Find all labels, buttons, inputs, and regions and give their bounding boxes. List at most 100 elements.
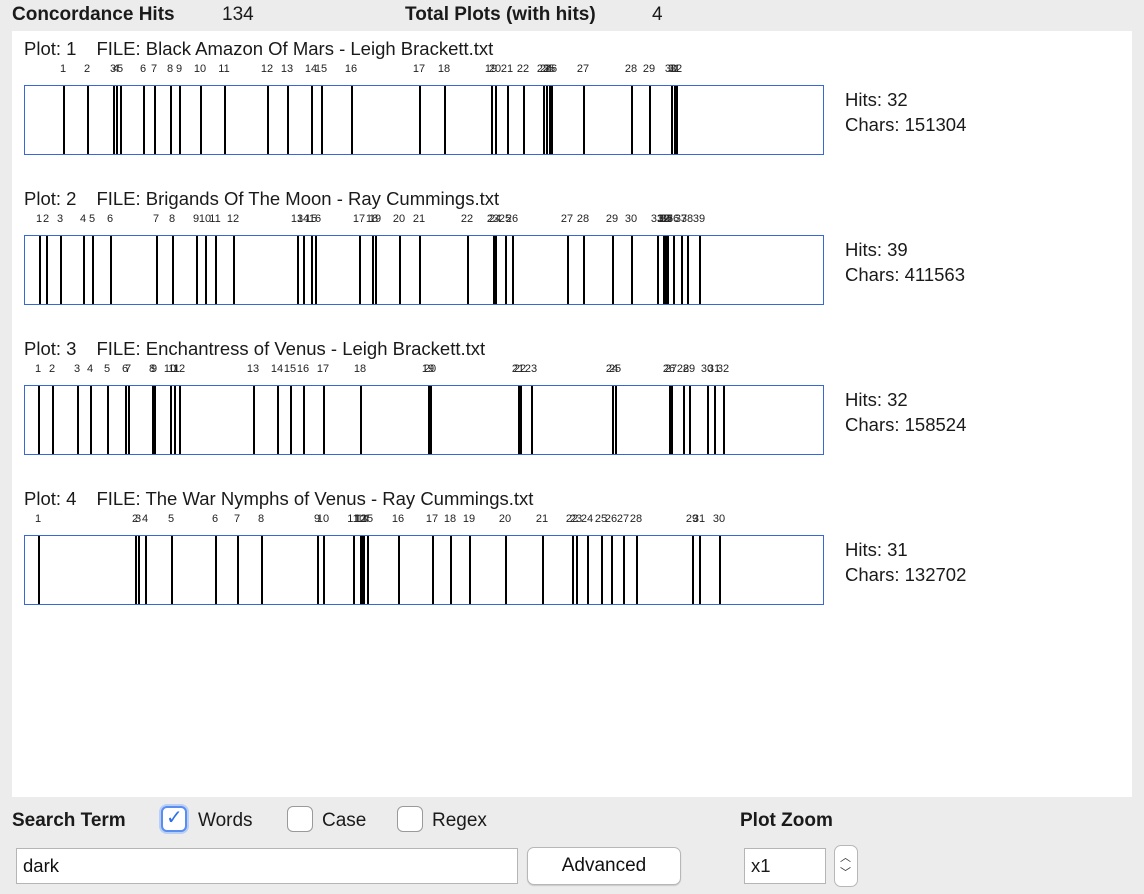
hit-line[interactable] (450, 536, 452, 604)
hit-line[interactable] (125, 386, 127, 454)
hit-line[interactable] (692, 536, 694, 604)
hit-line[interactable] (367, 536, 369, 604)
hit-line[interactable] (60, 236, 62, 304)
hit-line[interactable] (233, 236, 235, 304)
hit-line[interactable] (113, 86, 115, 154)
hit-line[interactable] (38, 386, 40, 454)
hit-line[interactable] (507, 86, 509, 154)
hit-line[interactable] (671, 86, 673, 154)
hit-line[interactable] (612, 236, 614, 304)
hit-line[interactable] (77, 386, 79, 454)
hit-line[interactable] (495, 86, 497, 154)
hit-line[interactable] (546, 86, 548, 154)
hit-line[interactable] (549, 86, 551, 154)
hit-line[interactable] (152, 386, 154, 454)
hit-line[interactable] (196, 236, 198, 304)
hit-line[interactable] (359, 236, 361, 304)
hit-line[interactable] (110, 236, 112, 304)
chevron-up-icon[interactable]: ︿ (840, 852, 851, 864)
hit-line[interactable] (699, 536, 701, 604)
search-input[interactable] (16, 848, 518, 884)
hit-line[interactable] (179, 386, 181, 454)
hit-line[interactable] (667, 236, 669, 304)
regex-label[interactable]: Regex (432, 810, 487, 831)
hit-line[interactable] (543, 86, 545, 154)
hit-line[interactable] (673, 236, 675, 304)
hit-line[interactable] (520, 386, 522, 454)
hit-line[interactable] (723, 386, 725, 454)
chevron-down-icon[interactable]: ﹀ (840, 867, 851, 879)
plot-zoom-field[interactable]: x1 (744, 848, 826, 884)
hit-line[interactable] (495, 236, 497, 304)
plot-panel[interactable]: Plot: 1 FILE: Black Amazon Of Mars - Leig… (12, 31, 1132, 797)
hit-line[interactable] (116, 86, 118, 154)
hit-line[interactable] (63, 86, 65, 154)
hit-line[interactable] (303, 386, 305, 454)
hit-line[interactable] (664, 236, 666, 304)
hit-line[interactable] (52, 386, 54, 454)
hit-line[interactable] (699, 236, 701, 304)
hit-line[interactable] (321, 86, 323, 154)
advanced-button[interactable]: Advanced (527, 847, 681, 885)
hit-line[interactable] (171, 536, 173, 604)
hit-line[interactable] (681, 236, 683, 304)
hit-line[interactable] (674, 86, 676, 154)
hit-line[interactable] (174, 386, 176, 454)
hit-line[interactable] (428, 386, 430, 454)
hit-line[interactable] (657, 236, 659, 304)
hit-line[interactable] (363, 536, 365, 604)
hit-line[interactable] (419, 86, 421, 154)
hit-line[interactable] (360, 386, 362, 454)
hit-line[interactable] (505, 236, 507, 304)
hit-line[interactable] (430, 386, 432, 454)
hit-line[interactable] (512, 236, 514, 304)
hit-line[interactable] (669, 386, 671, 454)
hit-line[interactable] (138, 536, 140, 604)
hit-line[interactable] (46, 236, 48, 304)
hit-line[interactable] (353, 536, 355, 604)
hit-line[interactable] (615, 386, 617, 454)
hit-line[interactable] (467, 236, 469, 304)
hit-line[interactable] (215, 536, 217, 604)
hit-line[interactable] (237, 536, 239, 604)
hit-line[interactable] (170, 386, 172, 454)
hit-line[interactable] (399, 236, 401, 304)
hit-line[interactable] (523, 86, 525, 154)
hit-line[interactable] (170, 86, 172, 154)
case-label[interactable]: Case (322, 810, 367, 831)
hit-line[interactable] (323, 386, 325, 454)
hit-line[interactable] (714, 386, 716, 454)
hit-line[interactable] (323, 536, 325, 604)
hit-line[interactable] (631, 86, 633, 154)
hit-line[interactable] (372, 236, 374, 304)
hit-line[interactable] (398, 536, 400, 604)
hit-line[interactable] (351, 86, 353, 154)
hit-line[interactable] (224, 86, 226, 154)
hit-line[interactable] (128, 386, 130, 454)
hit-line[interactable] (267, 86, 269, 154)
hit-line[interactable] (290, 386, 292, 454)
hit-line[interactable] (315, 236, 317, 304)
hit-line[interactable] (444, 86, 446, 154)
hit-line[interactable] (707, 386, 709, 454)
hit-line[interactable] (83, 236, 85, 304)
hit-line[interactable] (551, 86, 553, 154)
hit-line[interactable] (361, 536, 363, 604)
dispersion-plot[interactable] (24, 85, 824, 155)
hit-line[interactable] (611, 536, 613, 604)
hit-line[interactable] (583, 86, 585, 154)
hit-line[interactable] (576, 536, 578, 604)
hit-line[interactable] (317, 536, 319, 604)
hit-line[interactable] (623, 536, 625, 604)
hit-line[interactable] (676, 86, 678, 154)
hit-line[interactable] (518, 386, 520, 454)
hit-line[interactable] (432, 536, 434, 604)
hit-line[interactable] (154, 386, 156, 454)
hit-line[interactable] (636, 536, 638, 604)
hit-line[interactable] (567, 236, 569, 304)
hit-line[interactable] (612, 386, 614, 454)
hit-line[interactable] (107, 386, 109, 454)
hit-line[interactable] (120, 86, 122, 154)
hit-line[interactable] (205, 236, 207, 304)
hit-line[interactable] (375, 236, 377, 304)
